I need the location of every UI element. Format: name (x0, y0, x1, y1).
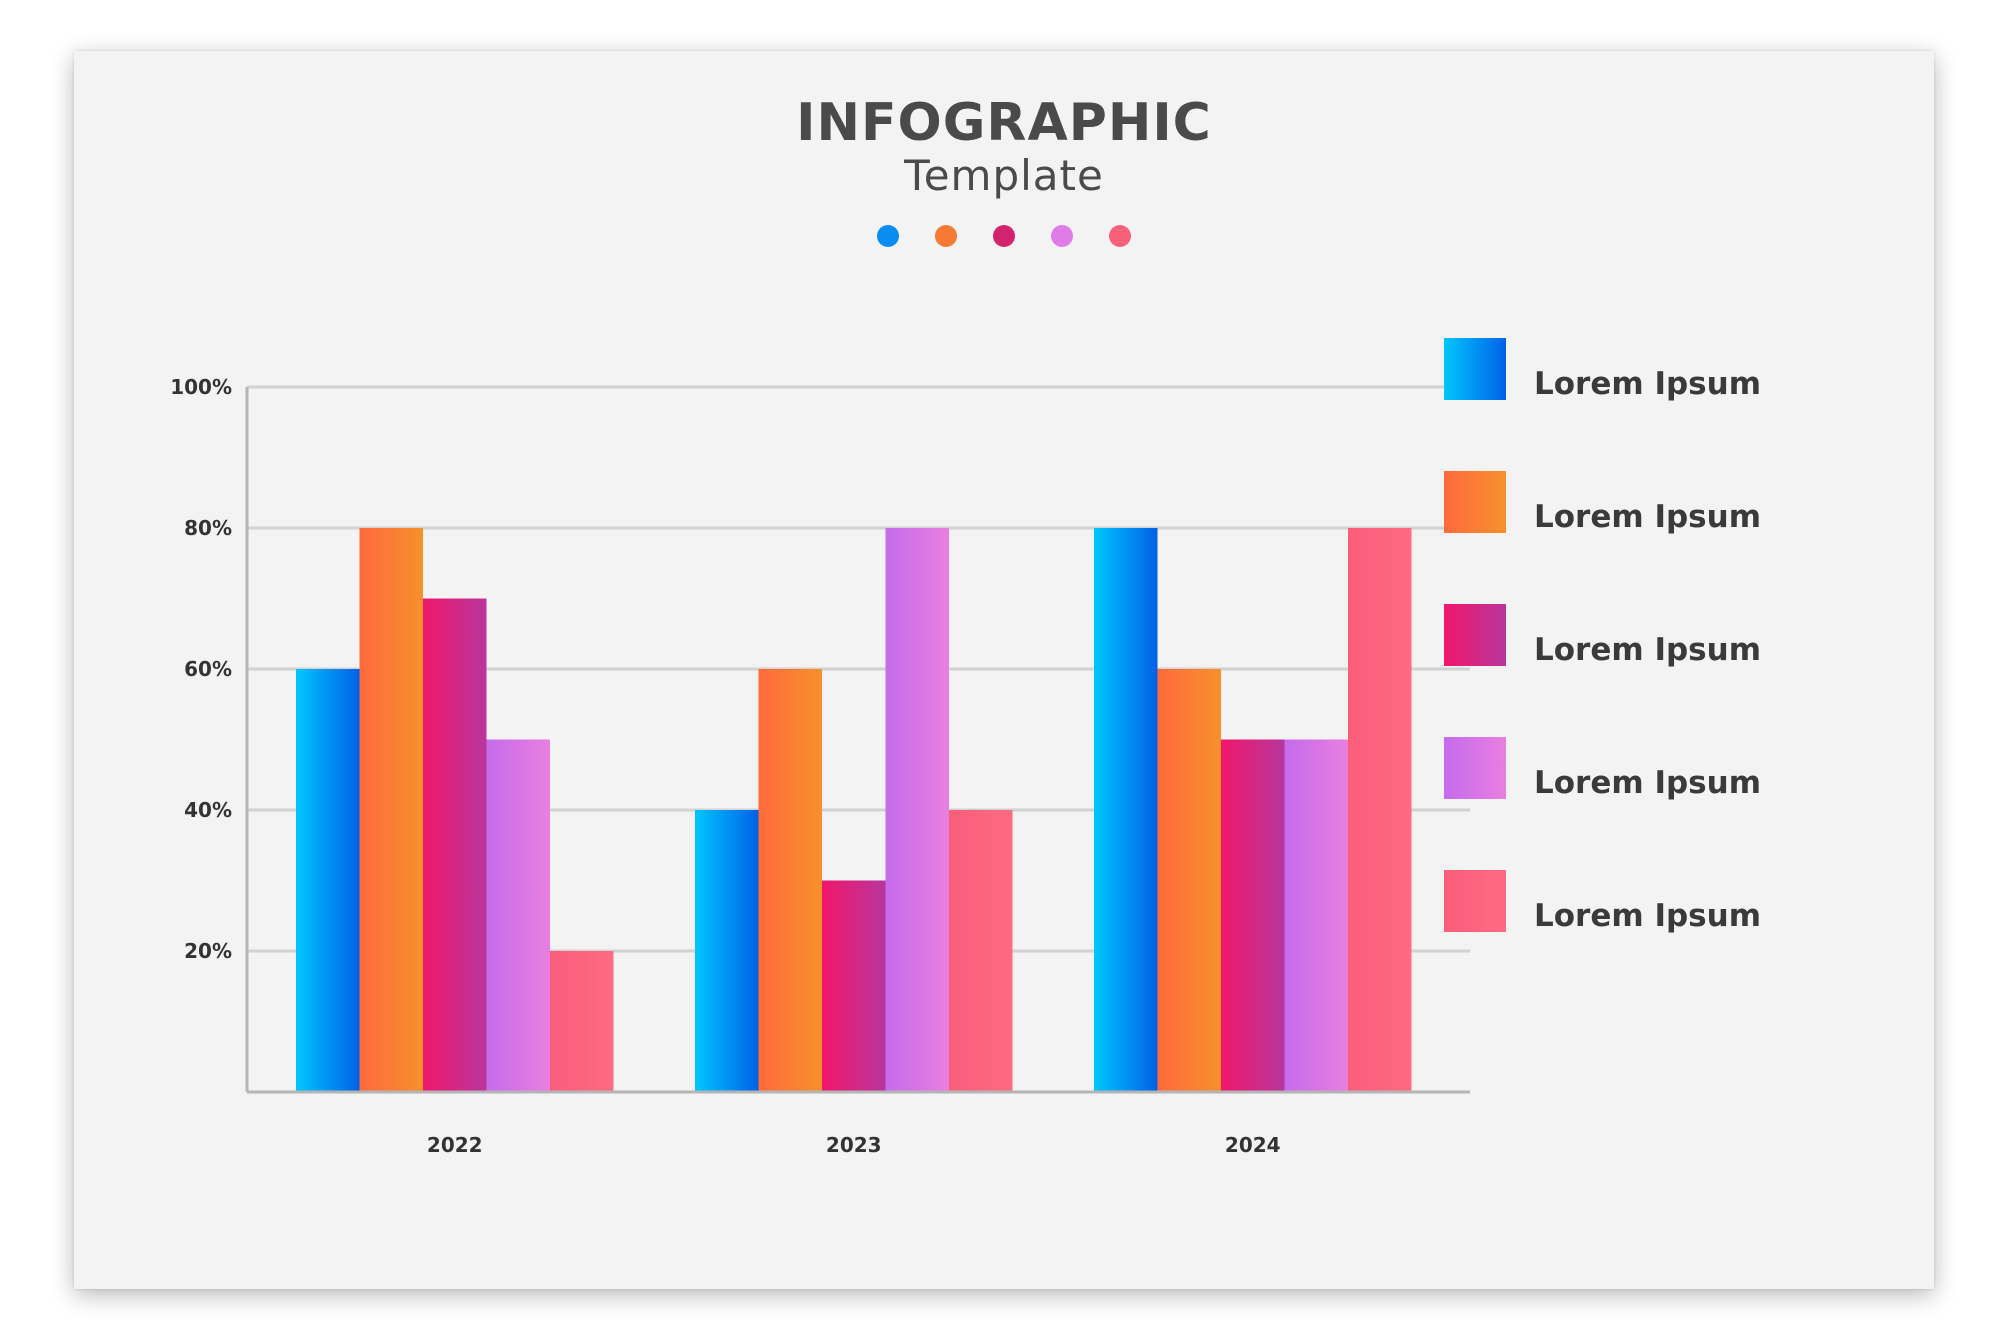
legend-swatch (1444, 604, 1506, 666)
axes (245, 387, 1470, 1094)
tick-labels: 20% 40% 60% 80% 100% 2022 2023 2024 (170, 375, 1280, 1157)
bar-2022-series-2 (359, 528, 423, 1092)
legend-label: Lorem Ipsum (1534, 366, 1762, 402)
x-tick-label: 2022 (427, 1133, 483, 1157)
decorative-dot (935, 225, 957, 247)
bars (296, 528, 1412, 1092)
legend-item: Lorem Ipsum (1444, 471, 1804, 551)
bar-2023-series-3 (822, 880, 886, 1092)
page-title: INFOGRAPHIC (796, 93, 1212, 153)
page-subtitle: Template (904, 151, 1104, 200)
bar-2024-series-4 (1284, 739, 1348, 1092)
legend-label: Lorem Ipsum (1534, 632, 1762, 668)
bar-2022-series-4 (486, 739, 550, 1092)
bar-2023-series-1 (695, 810, 759, 1092)
bar-2023-series-2 (758, 669, 822, 1092)
decorative-dot (877, 225, 899, 247)
legend-item: Lorem Ipsum (1444, 338, 1804, 418)
decorative-dot (993, 225, 1015, 247)
y-tick-label: 60% (184, 657, 232, 681)
legend-item: Lorem Ipsum (1444, 604, 1804, 684)
bar-2023-series-5 (949, 810, 1013, 1092)
bar-2024-series-1 (1094, 528, 1158, 1092)
legend-label: Lorem Ipsum (1534, 765, 1762, 801)
legend-swatch (1444, 737, 1506, 799)
x-tick-label: 2023 (826, 1133, 882, 1157)
legend-swatch (1444, 870, 1506, 932)
x-tick-label: 2024 (1225, 1133, 1281, 1157)
legend-label: Lorem Ipsum (1534, 499, 1762, 535)
y-tick-label: 80% (184, 516, 232, 540)
legend-swatch (1444, 471, 1506, 533)
bar-2022-series-3 (423, 598, 487, 1092)
bar-2022-series-1 (296, 669, 360, 1092)
bar-2023-series-4 (885, 528, 949, 1092)
decorative-dot (1051, 225, 1073, 247)
bar-2024-series-2 (1157, 669, 1221, 1092)
bar-2024-series-3 (1221, 739, 1285, 1092)
legend-item: Lorem Ipsum (1444, 870, 1804, 950)
decorative-dots (74, 225, 1934, 247)
legend-item: Lorem Ipsum (1444, 737, 1804, 817)
y-tick-label: 20% (184, 939, 232, 963)
legend-label: Lorem Ipsum (1534, 898, 1762, 934)
bar-2022-series-5 (550, 951, 614, 1092)
bar-2024-series-5 (1348, 528, 1412, 1092)
y-tick-label: 40% (184, 798, 232, 822)
decorative-dot (1109, 225, 1131, 247)
legend-swatch (1444, 338, 1506, 400)
y-tick-label: 100% (170, 375, 232, 399)
